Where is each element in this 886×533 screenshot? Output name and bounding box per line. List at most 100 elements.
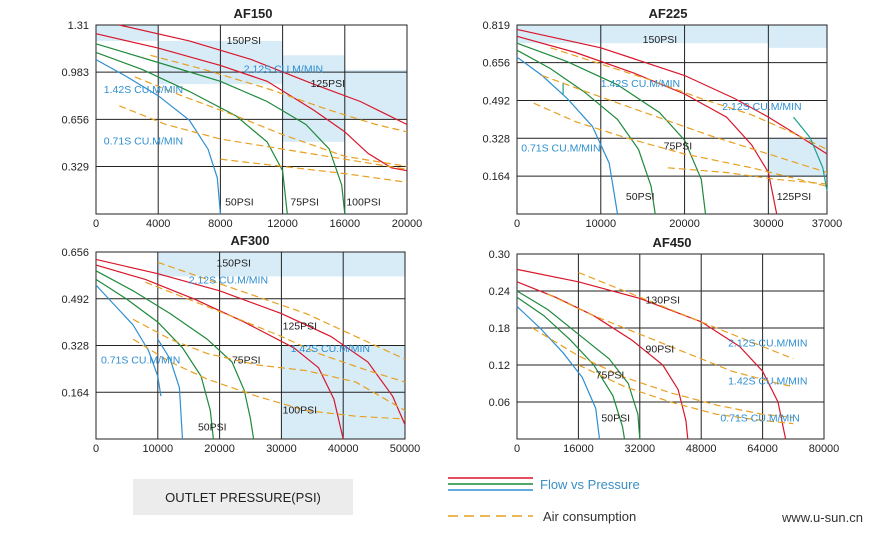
x-tick-label: 64000: [747, 443, 778, 455]
flow-line: [95, 278, 214, 440]
x-tick-label: 16000: [563, 443, 594, 455]
x-tick-label: 30000: [266, 443, 297, 455]
flow-line: [95, 264, 344, 440]
air-consumption-line: [533, 102, 828, 187]
x-tick-label: 20000: [204, 443, 235, 455]
curve-label: 75PSI: [596, 370, 625, 382]
y-tick-label: 0.06: [489, 397, 510, 409]
air-consumption-line: [145, 281, 406, 383]
flow-line: [516, 42, 707, 215]
curve-label: 50PSI: [601, 413, 630, 425]
flow-line: [516, 49, 656, 215]
y-tick-label: 0.656: [482, 58, 510, 70]
x-tick-label: 20000: [669, 218, 700, 230]
flow-line: [95, 59, 221, 215]
x-tick-label: 48000: [686, 443, 717, 455]
x-tick-label: 30000: [753, 218, 784, 230]
curve-label: 150PSI: [643, 34, 677, 46]
website-text: www.u-sun.cn: [782, 510, 863, 525]
shaded-region: [768, 137, 827, 178]
x-tick-label: 20000: [392, 218, 423, 230]
x-tick-label: 0: [514, 443, 520, 455]
y-tick-label: 0.12: [489, 360, 510, 372]
chart-title: AF300: [230, 233, 269, 248]
plot-frame: [516, 24, 828, 215]
x-tick-label: 0: [514, 218, 520, 230]
chart-title: AF150: [233, 6, 272, 21]
curve-label: 0.71S CU.M/MIN: [521, 143, 600, 155]
curve-label: 50PSI: [626, 191, 655, 203]
curve-label: 100PSI: [346, 196, 380, 208]
flow-line: [95, 51, 288, 215]
curve-label: 50PSI: [225, 196, 254, 208]
flow-line: [516, 56, 619, 215]
curve-label: 0.71S CU.M/MIN: [104, 136, 183, 148]
curve-label: 1.42S CU.M/MIN: [104, 84, 183, 96]
flow-line: [95, 258, 406, 425]
outlet-pressure-label: OUTLET PRESSURE(PSI): [133, 479, 353, 515]
curve-label: 2.12S CU.M/MIN: [722, 101, 801, 113]
y-tick-label: 0.819: [482, 20, 510, 32]
x-tick-label: 4000: [146, 218, 170, 230]
plot-frame: [516, 253, 825, 440]
x-tick-label: 10000: [143, 443, 174, 455]
chart-af300: 0 10000 20000 30000 40000 50000 0.164 0.328 0.49…: [61, 233, 420, 455]
x-tick-label: 12000: [267, 218, 298, 230]
chart-af225: 0 10000 20000 30000 37000 0.164 0.328 0.492 0.65…: [482, 6, 842, 230]
chart-title: AF450: [652, 235, 691, 250]
air-consumption-line: [550, 47, 828, 150]
flow-line: [95, 284, 162, 397]
air-consumption-line: [157, 261, 406, 360]
curve-label: 75PSI: [232, 354, 261, 366]
air-consumption-line: [541, 74, 828, 174]
chart-af150: 0 4000 8000 12000 16000 20000 0.329 0.656 0.983 1…: [61, 6, 422, 230]
y-tick-label: 0.328: [61, 341, 89, 353]
y-tick-label: 0.164: [482, 171, 510, 183]
x-tick-label: 0: [93, 443, 99, 455]
x-tick-label: 40000: [328, 443, 359, 455]
y-tick-label: 0.492: [482, 95, 510, 107]
y-tick-label: 0.18: [489, 323, 510, 335]
flow-line: [95, 43, 346, 215]
curve-label: 50PSI: [198, 421, 227, 433]
curve-label: 1.42S CU.M/MIN: [291, 343, 370, 355]
curve-label: 100PSI: [283, 404, 317, 416]
curve-label: 125PSI: [311, 78, 345, 90]
chart-title: AF225: [648, 6, 687, 21]
y-tick-label: 0.24: [489, 286, 510, 298]
curve-label: 1.42S CU.M/MIN: [601, 78, 680, 90]
air-consumption-line: [532, 327, 794, 418]
x-tick-label: 0: [93, 218, 99, 230]
x-tick-label: 80000: [809, 443, 840, 455]
curve-label: 2.12S CU.M/MIN: [244, 64, 323, 76]
flow-line: [95, 270, 255, 440]
y-tick-label: 0.656: [61, 247, 89, 259]
chart-af450: 0 16000 32000 48000 64000 80000 0.06 0.12 0.18 0.…: [489, 235, 840, 455]
plot-frame: [95, 251, 406, 440]
flow-line: [516, 268, 787, 440]
curve-label: 2.12S CU.M/MIN: [728, 338, 807, 350]
air-consumption-line: [667, 167, 828, 185]
y-tick-label: 1.31: [68, 20, 89, 32]
x-tick-label: 8000: [208, 218, 232, 230]
flow-line: [157, 338, 184, 440]
air-consumption-line: [578, 271, 794, 360]
y-tick-label: 0.492: [61, 294, 89, 306]
curve-label: 125PSI: [283, 320, 317, 332]
curve-label: 1.42S CU.M/MIN: [728, 376, 807, 388]
air-consumption-line: [220, 158, 408, 183]
air-consumption-line: [132, 338, 406, 420]
x-tick-label: 37000: [812, 218, 843, 230]
legend-flow-label: Flow vs Pressure: [540, 477, 640, 492]
x-tick-label: 50000: [390, 443, 421, 455]
curve-label: 150PSI: [217, 258, 251, 270]
air-consumption-line: [578, 364, 794, 425]
flow-line: [516, 305, 601, 440]
flow-line: [119, 24, 408, 126]
flow-line: [95, 33, 408, 172]
flow-line: [516, 296, 626, 440]
curve-label: 90PSI: [646, 344, 675, 356]
y-tick-label: 0.983: [61, 67, 89, 79]
